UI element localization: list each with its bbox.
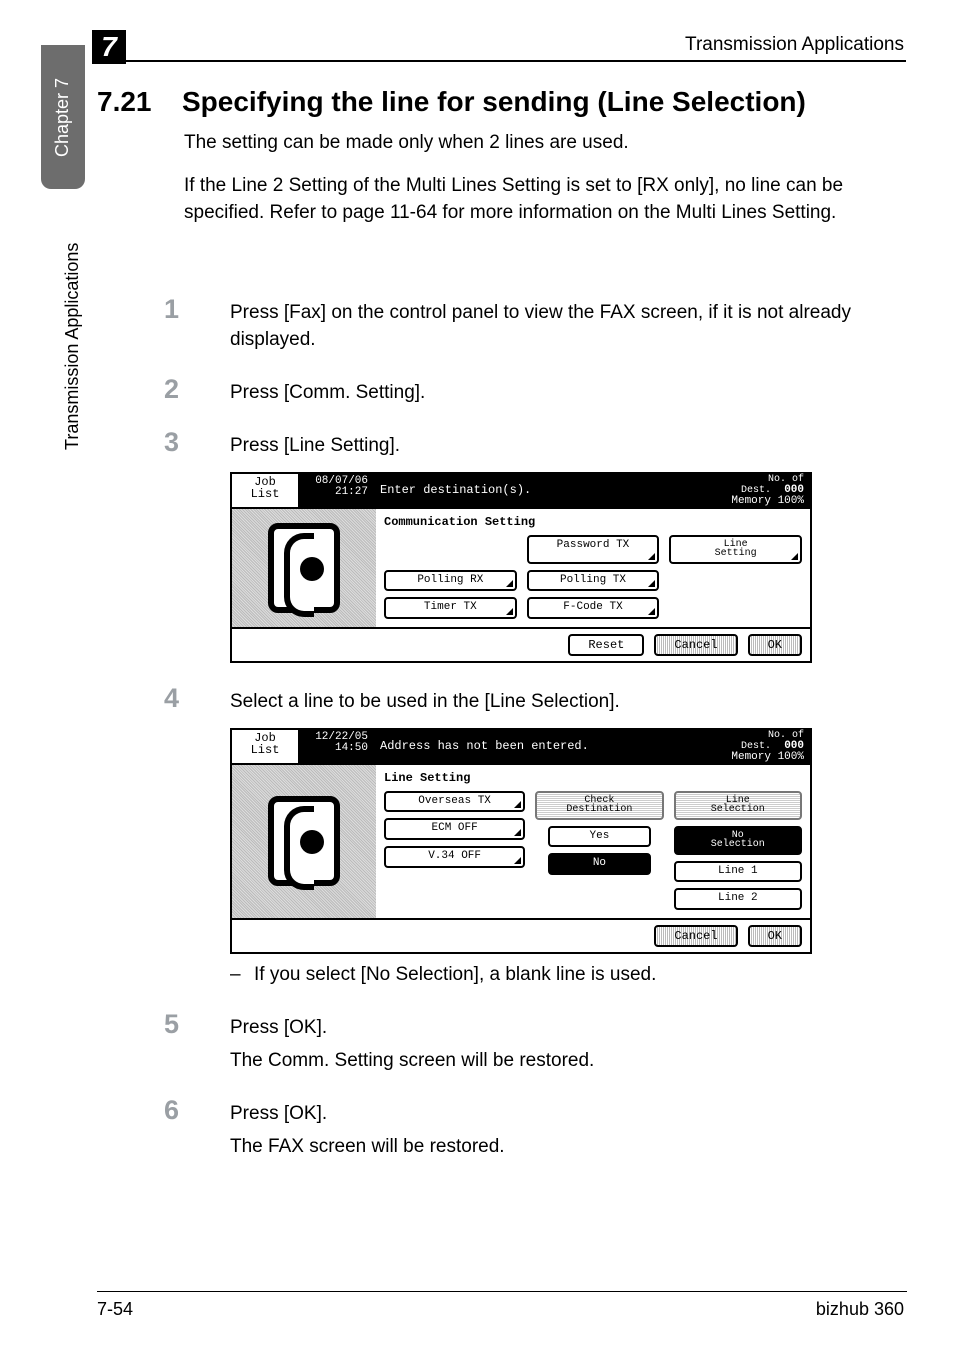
step-text: Press [OK].: [230, 1015, 904, 1042]
title-bar-text: Enter destination(s).: [380, 483, 531, 497]
step-after-text: The FAX screen will be restored.: [230, 1134, 904, 1161]
section-number: 7.21: [97, 86, 182, 118]
step-4: 4 Select a line to be used in the [Line …: [164, 689, 904, 989]
polling-tx-button[interactable]: Polling TX: [527, 570, 660, 592]
step-5: 5 Press [OK]. The Comm. Setting screen w…: [164, 1015, 904, 1075]
job-list-tab[interactable]: Job List: [230, 728, 300, 765]
step-after-text: The Comm. Setting screen will be restore…: [230, 1048, 904, 1075]
step-1: 1 Press [Fax] on the control panel to vi…: [164, 300, 904, 354]
line-2-button[interactable]: Line 2: [674, 888, 802, 910]
fax-screenshot-line-setting: Job List 12/22/0514:50 Address has not b…: [230, 728, 812, 954]
chapter-tab: Chapter 7: [41, 45, 85, 189]
check-dest-yes-button[interactable]: Yes: [548, 826, 651, 848]
product-name: bizhub 360: [816, 1299, 904, 1320]
step-number: 1: [164, 294, 204, 325]
phone-icon: [268, 796, 340, 886]
polling-rx-button[interactable]: Polling RX: [384, 570, 517, 592]
cancel-button[interactable]: Cancel: [654, 925, 737, 947]
step-text: Press [Comm. Setting].: [230, 380, 904, 407]
password-tx-button[interactable]: Password TX: [527, 535, 660, 564]
chapter-tab-label: Chapter 7: [53, 77, 74, 156]
step-number: 3: [164, 427, 204, 458]
job-list-tab[interactable]: Job List: [230, 472, 300, 509]
step-number: 5: [164, 1009, 204, 1040]
no-selection-button[interactable]: No Selection: [674, 826, 802, 855]
bottom-rule: [97, 1291, 907, 1292]
reset-button[interactable]: Reset: [568, 634, 644, 656]
title-bar-text: Address has not been entered.: [380, 739, 589, 753]
running-head: Transmission Applications: [685, 34, 904, 56]
line-1-button[interactable]: Line 1: [674, 861, 802, 883]
chapter-number-badge: 7: [92, 30, 126, 64]
phone-icon-panel: [232, 509, 376, 627]
fax-screenshot-comm-setting: Job List 08/07/0621:27 Enter destination…: [230, 472, 812, 663]
ok-button[interactable]: OK: [748, 634, 802, 656]
v34-off-button[interactable]: V.34 OFF: [384, 846, 525, 868]
top-rule: [126, 60, 906, 62]
title-bar: Address has not been entered. No. of Des…: [374, 728, 812, 765]
step-text: Select a line to be used in the [Line Se…: [230, 689, 904, 716]
intro-p1: The setting can be made only when 2 line…: [184, 130, 904, 157]
line-selection-label: Line Selection: [674, 791, 802, 820]
datetime-box: 08/07/0621:27: [300, 472, 374, 509]
title-bar: Enter destination(s). No. of Dest. 000Me…: [374, 472, 812, 509]
phone-icon: [268, 523, 340, 613]
timer-tx-button[interactable]: Timer TX: [384, 597, 517, 619]
intro-block: The setting can be made only when 2 line…: [184, 130, 904, 243]
side-label: Transmission Applications: [62, 243, 83, 450]
step-2: 2 Press [Comm. Setting].: [164, 380, 904, 407]
check-dest-no-button[interactable]: No: [548, 853, 651, 875]
ecm-off-button[interactable]: ECM OFF: [384, 818, 525, 840]
fcode-tx-button[interactable]: F-Code TX: [527, 597, 660, 619]
datetime-box: 12/22/0514:50: [300, 728, 374, 765]
cancel-button[interactable]: Cancel: [654, 634, 737, 656]
check-destination-label: Check Destination: [535, 791, 663, 820]
intro-p2: If the Line 2 Setting of the Multi Lines…: [184, 173, 904, 227]
panel-title: Line Setting: [384, 771, 802, 785]
step-text: Press [Fax] on the control panel to view…: [230, 300, 904, 354]
ok-button[interactable]: OK: [748, 925, 802, 947]
overseas-tx-button[interactable]: Overseas TX: [384, 791, 525, 813]
steps-list: 1 Press [Fax] on the control panel to vi…: [164, 300, 904, 1187]
step-6: 6 Press [OK]. The FAX screen will be res…: [164, 1101, 904, 1161]
phone-icon-panel: [232, 765, 376, 918]
step-number: 2: [164, 374, 204, 405]
panel-title: Communication Setting: [384, 515, 802, 529]
step-number: 6: [164, 1095, 204, 1126]
step-text: Press [OK].: [230, 1101, 904, 1128]
step-subtext: If you select [No Selection], a blank li…: [230, 962, 904, 989]
step-3: 3 Press [Line Setting]. Job List 08/07/0…: [164, 433, 904, 663]
page-number: 7-54: [97, 1299, 133, 1320]
section-heading: 7.21Specifying the line for sending (Lin…: [97, 86, 806, 118]
step-text: Press [Line Setting].: [230, 433, 904, 460]
step-number: 4: [164, 683, 204, 714]
section-title: Specifying the line for sending (Line Se…: [182, 86, 806, 117]
line-setting-button[interactable]: Line Setting: [669, 535, 802, 564]
